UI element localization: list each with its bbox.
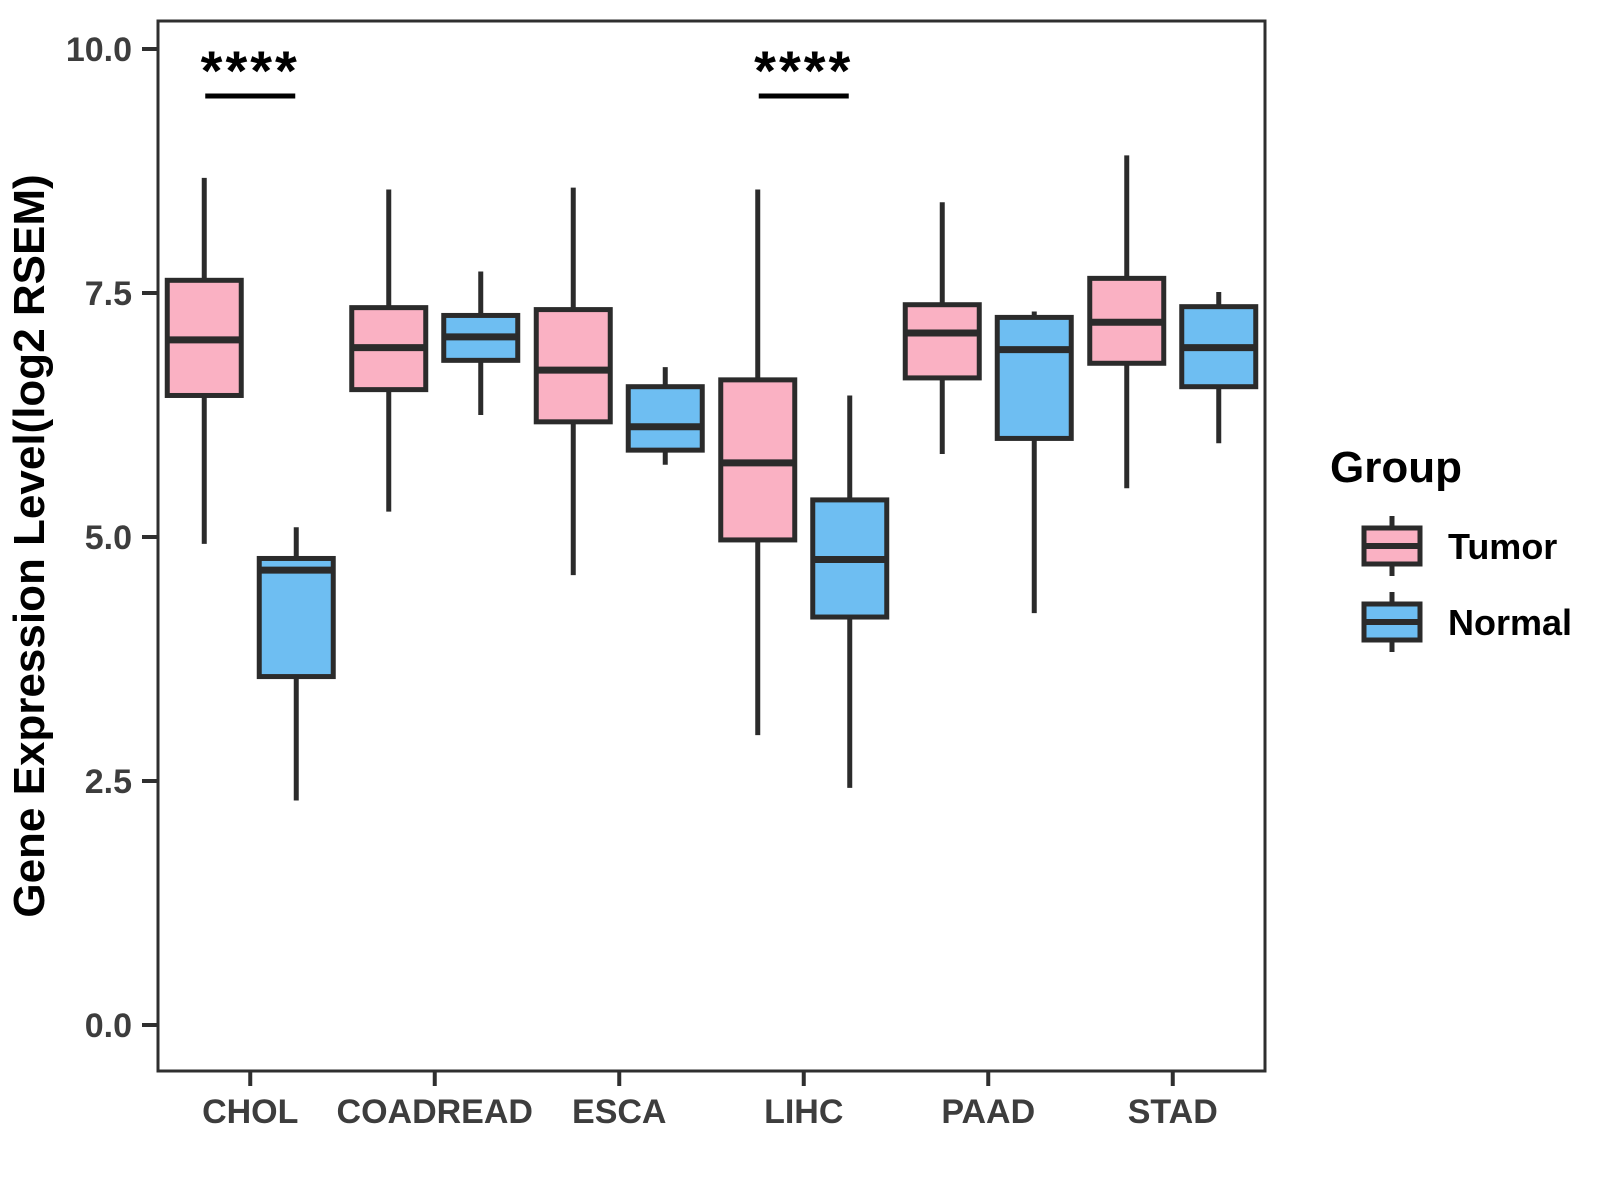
tumor-box-PAAD [902,302,982,381]
y-axis-tick-label: 0.0 [85,1007,132,1045]
x-axis-category-label: CHOL [202,1093,298,1131]
x-axis-category-label: STAD [1128,1093,1218,1131]
normal-box-PAAD [994,314,1074,441]
x-axis-category-label: LIHC [764,1093,843,1131]
normal-box-ESCA [625,384,705,453]
y-axis-tick-label: 2.5 [85,763,132,801]
x-axis-category-label: COADREAD [337,1093,533,1131]
legend-label-normal: Normal [1448,602,1572,643]
y-axis-tick-label: 5.0 [85,519,132,557]
tumor-box-ESCA [533,307,613,425]
x-axis-category-label: PAAD [941,1093,1035,1131]
y-axis-tick-label: 7.5 [85,275,132,313]
x-axis-category-label: ESCA [572,1093,666,1131]
y-axis-title: Gene Expression Level(log2 RSEM) [5,174,54,917]
legend-title: Group [1330,443,1462,492]
plot-panel-border [156,19,1267,1073]
legend-label-tumor: Tumor [1448,526,1557,567]
significance-stars-CHOL: **** [201,39,300,102]
significance-stars-LIHC: **** [754,39,853,102]
y-axis-tick-label: 10.0 [66,31,132,69]
normal-box-CHOL [256,555,336,680]
